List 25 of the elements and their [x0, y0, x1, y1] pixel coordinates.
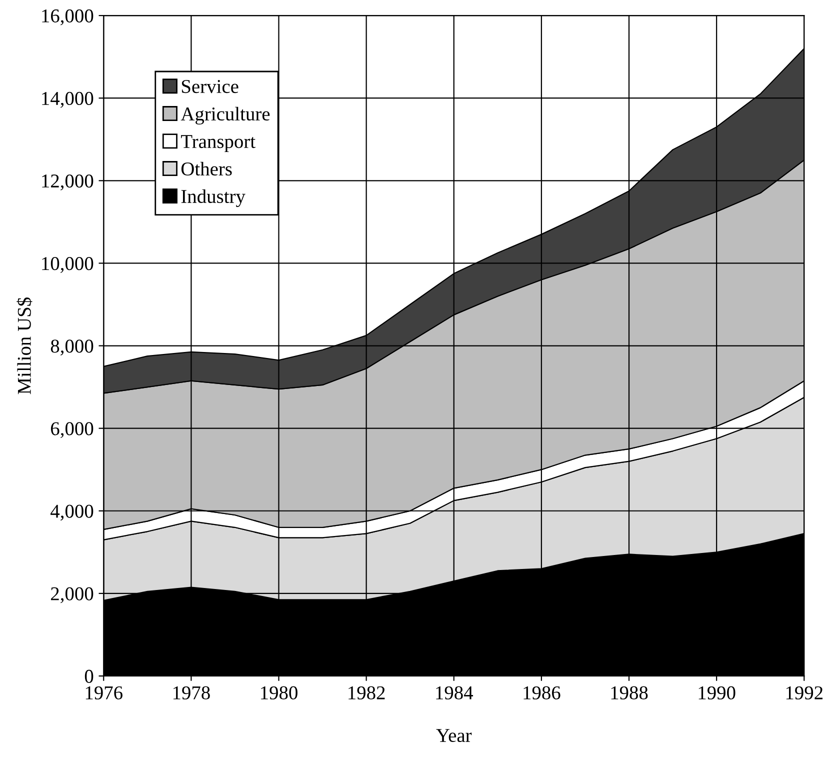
x-tick-label: 1982 [348, 686, 385, 700]
legend-label: Industry [181, 189, 246, 208]
x-tick-label: 1984 [436, 686, 474, 700]
y-tick-label: 0 [84, 670, 94, 683]
x-tick-label: 1988 [611, 686, 648, 700]
x-tick-label: 1990 [698, 686, 736, 700]
x-tick-label: 1978 [173, 686, 210, 700]
legend-label: Others [181, 162, 232, 176]
y-axis-title: Million US$ [16, 297, 32, 394]
x-tick-label: 1992 [786, 686, 822, 700]
x-tick-label: 1980 [261, 686, 298, 700]
y-tick-label: 16,000 [42, 9, 94, 26]
y-tick-label: 8,000 [50, 340, 94, 356]
legend-label: Transport [181, 135, 256, 152]
y-tick-label: 6,000 [50, 422, 94, 438]
y-tick-label: 2,000 [51, 587, 94, 604]
legend-label: Agriculture [180, 106, 270, 125]
y-tick-label: 4,000 [50, 504, 94, 521]
legend-label: Service [182, 80, 238, 94]
y-tick-label: 14,000 [42, 92, 94, 108]
y-tick-label: 12,000 [42, 174, 94, 190]
x-tick-label: 1976 [86, 686, 122, 700]
y-tick-label: 10,000 [42, 257, 94, 273]
x-axis-title: Year [436, 729, 472, 742]
x-tick-label: 1986 [524, 686, 560, 700]
